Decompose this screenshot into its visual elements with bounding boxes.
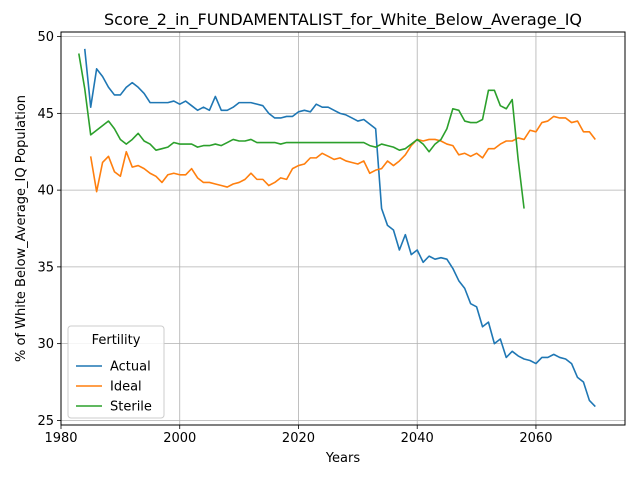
- legend: Fertility Actual Ideal Sterile: [67, 325, 165, 419]
- x-tick-label: 2000: [163, 431, 196, 446]
- y-axis-label: % of White Below_Average_IQ Population: [14, 95, 29, 362]
- y-tick-label: 45: [37, 107, 54, 122]
- axis-ticks: 1980 2000 2020 2040 2060 25 30 35 40 45 50: [37, 30, 552, 446]
- plot-frame: [60, 31, 626, 426]
- y-tick-label: 25: [37, 414, 54, 429]
- legend-entry-ideal: Ideal: [110, 380, 142, 395]
- legend-title: Fertility: [92, 333, 141, 348]
- legend-entry-sterile: Sterile: [110, 400, 152, 415]
- chart-title: Score_2_in_FUNDAMENTALIST_for_White_Belo…: [104, 10, 582, 30]
- x-tick-label: 1980: [44, 431, 77, 446]
- series-line-sterile: [78, 53, 525, 209]
- y-tick-label: 50: [37, 30, 54, 45]
- x-tick-label: 2020: [282, 431, 315, 446]
- series-line-ideal: [89, 115, 596, 193]
- legend-entry-actual: Actual: [110, 360, 151, 375]
- legend-box: [67, 325, 165, 419]
- x-axis-label: Years: [325, 451, 361, 466]
- x-tick-label: 2060: [519, 431, 552, 446]
- y-tick-label: 30: [37, 337, 54, 352]
- series-line-actual: [83, 48, 596, 408]
- y-tick-label: 40: [37, 184, 54, 199]
- plot-lines: [78, 48, 596, 408]
- x-tick-label: 2040: [401, 431, 434, 446]
- y-tick-label: 35: [37, 260, 54, 275]
